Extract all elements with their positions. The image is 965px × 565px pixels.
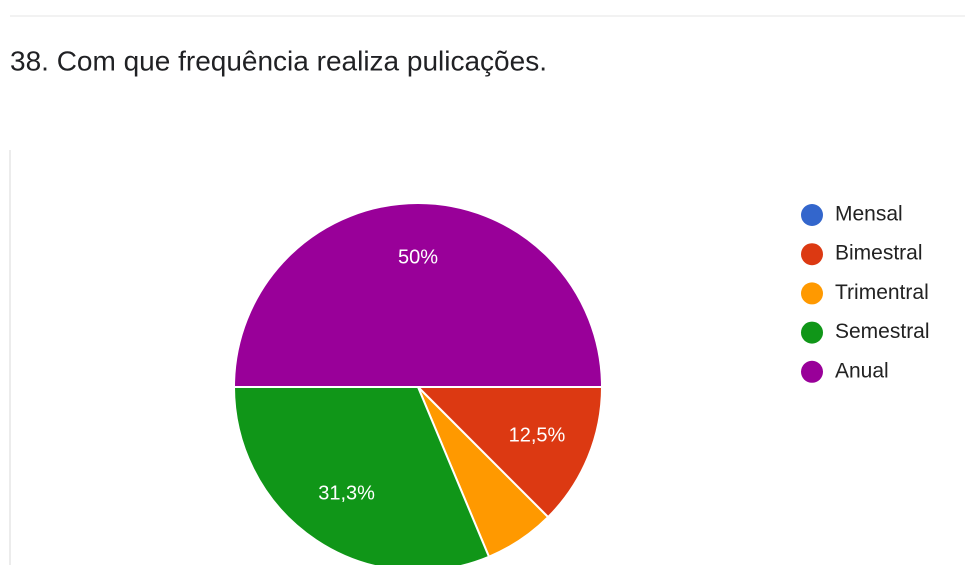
legend-label: Semestral [835, 320, 930, 343]
data-label: 31,3% [318, 482, 375, 504]
pie-slice [232, 202, 604, 388]
chart-title: 38. Com que frequência realiza pulicaçõe… [10, 45, 547, 76]
legend-label: Anual [835, 359, 889, 382]
pie-slice [415, 386, 604, 519]
legend-label: Mensal [835, 203, 903, 226]
legend-marker [801, 243, 823, 266]
data-label: 12,5% [509, 425, 566, 447]
data-label: 50% [398, 246, 438, 268]
pie-slice [232, 386, 491, 565]
legend-label: Bimestral [835, 242, 923, 265]
legend-marker [801, 360, 823, 383]
legend-label: Trimentral [835, 281, 929, 304]
legend-marker [801, 204, 823, 226]
legend-marker [801, 321, 823, 344]
legend-marker [801, 282, 823, 305]
